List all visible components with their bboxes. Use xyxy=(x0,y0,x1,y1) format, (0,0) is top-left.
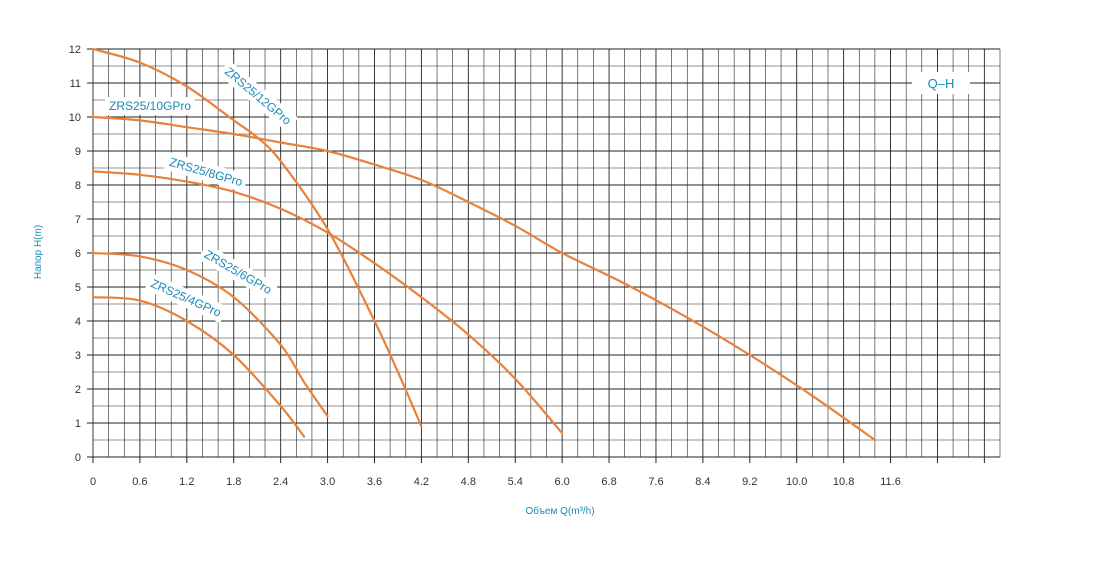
series-label: ZRS25/6GPro xyxy=(202,247,275,297)
series-label-bg xyxy=(163,151,249,193)
x-tick-label: 6.0 xyxy=(554,476,569,488)
y-tick-label: 5 xyxy=(75,282,81,294)
y-tick-label: 9 xyxy=(75,146,81,158)
curve-zrs25-4gpro xyxy=(91,296,306,438)
y-tick-label: 4 xyxy=(75,316,81,328)
series-label: ZRS25/12GPro xyxy=(222,64,294,128)
series-label: ZRS25/10GPro xyxy=(109,99,191,113)
grid xyxy=(87,48,1001,463)
x-tick-label: 3.0 xyxy=(320,476,335,488)
x-tick-label: 7.6 xyxy=(648,476,663,488)
legend: Q–H xyxy=(912,72,970,94)
x-axis-title: Объем Q(m³/h) xyxy=(525,505,594,517)
x-tick-label: 9.2 xyxy=(742,476,757,488)
x-tick-label: 2.4 xyxy=(273,476,288,488)
series-label-group: ZRS25/4GPro xyxy=(144,272,228,324)
curve-zrs25-6gpro xyxy=(91,251,329,418)
x-tick-label: 1.2 xyxy=(179,476,194,488)
x-tick-label: 5.4 xyxy=(508,476,523,488)
legend-box xyxy=(912,72,970,94)
series-label-bg xyxy=(217,60,299,132)
y-tick-label: 11 xyxy=(70,78,81,90)
y-tick-label: 6 xyxy=(75,248,81,260)
y-tick-label: 8 xyxy=(75,180,81,192)
y-axis-title: Напор H(m) xyxy=(33,225,44,279)
y-tick-label: 12 xyxy=(69,44,81,56)
x-tick-label: 1.8 xyxy=(226,476,241,488)
x-tick-label: 3.6 xyxy=(367,476,382,488)
x-tick-label: 6.8 xyxy=(601,476,616,488)
x-tick-label: 0 xyxy=(90,476,96,488)
series-label-group: ZRS25/12GPro xyxy=(217,60,299,132)
curve-zrs25-12gpro xyxy=(91,47,423,428)
x-tick-label: 11.6 xyxy=(880,476,901,488)
y-tick-label: 10 xyxy=(69,112,81,124)
x-tick-label: 0.6 xyxy=(132,476,147,488)
x-tick-label: 10.8 xyxy=(833,476,854,488)
y-tick-label: 7 xyxy=(75,214,81,226)
legend-label: Q–H xyxy=(928,76,955,91)
x-tick-label: 10.0 xyxy=(786,476,807,488)
y-tick-label: 2 xyxy=(75,384,81,396)
series-label-bg xyxy=(144,272,228,324)
curve-zrs25-10gpro xyxy=(91,115,876,442)
series-label-bg xyxy=(197,243,279,301)
curve-zrs25-8gpro xyxy=(91,170,564,435)
y-tick-label: 0 xyxy=(75,452,81,464)
y-tick-label: 3 xyxy=(75,350,81,362)
y-tick-label: 1 xyxy=(75,418,81,430)
x-tick-labels: 0 0.6 1.2 1.8 2.4 3.0 3.6 4.2 4.8 5.4 6.0 6.8 7.6 8.4… xyxy=(90,476,901,488)
pump-curves xyxy=(91,47,876,442)
series-label-bg xyxy=(105,97,195,115)
x-tick-label: 4.2 xyxy=(414,476,429,488)
x-tick-label: 4.8 xyxy=(461,476,476,488)
series-label-group: ZRS25/10GPro xyxy=(105,97,195,115)
x-tick-label: 8.4 xyxy=(695,476,710,488)
series-label-group: ZRS25/6GPro xyxy=(197,243,279,301)
